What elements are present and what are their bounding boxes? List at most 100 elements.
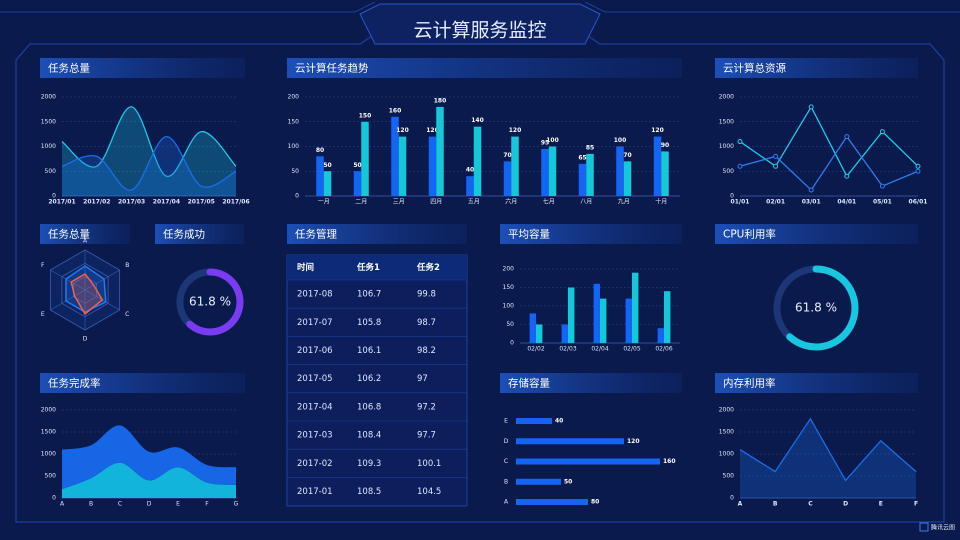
table-cell: 2017-08	[297, 290, 333, 300]
y-tick-label: 200	[288, 94, 300, 101]
y-tick-label: 50	[291, 168, 299, 175]
x-tick-label: 四月	[430, 199, 442, 206]
x-tick-label: 05/01	[873, 199, 892, 206]
point	[808, 104, 814, 110]
radar-label: F	[41, 262, 45, 269]
data-label: 100	[546, 137, 559, 144]
y-tick-label: 150	[503, 284, 515, 291]
y-tick-label: 1000	[719, 143, 734, 150]
gauge-value: 61.8 %	[189, 295, 231, 309]
y-tick-label: 0	[510, 340, 514, 347]
bar	[529, 313, 536, 343]
bar	[436, 106, 444, 196]
panel-title: 任务成功	[163, 228, 205, 241]
x-tick-label: 2017/05	[188, 199, 215, 206]
x-tick-label: 02/01	[766, 199, 785, 206]
x-tick-label: 2017/06	[222, 199, 249, 206]
data-label: 120	[627, 438, 640, 445]
panel-header	[715, 373, 918, 393]
outer-frame	[15, 33, 945, 523]
panel-header	[40, 224, 130, 244]
table-header-row	[287, 255, 467, 280]
radar-series	[65, 265, 107, 313]
bar	[398, 136, 407, 196]
table-cell: 99.8	[417, 290, 436, 300]
data-label: 150	[359, 112, 372, 119]
panel-title: 任务总量	[48, 62, 90, 75]
radar-series	[70, 273, 104, 316]
panel-header	[500, 373, 682, 393]
data-label: 140	[471, 117, 484, 124]
radar-axis	[50, 269, 86, 291]
data-label: 90	[661, 142, 669, 149]
table-cell: 2017-04	[297, 402, 333, 412]
bar	[316, 156, 324, 196]
x-tick-label: 04/01	[837, 199, 856, 206]
area-segment	[62, 425, 236, 490]
x-tick-label: 02/06	[655, 346, 672, 353]
panel-header	[715, 224, 918, 244]
panel-title: 内存利用率	[723, 377, 776, 390]
table-cell: 98.7	[417, 318, 436, 328]
bar	[473, 126, 482, 196]
bar	[561, 324, 568, 343]
table-cell: 2017-01	[297, 487, 333, 497]
x-tick-label: 十月	[655, 198, 667, 206]
x-tick-label: 九月	[618, 198, 630, 206]
point	[879, 129, 885, 135]
top-frame	[0, 1, 960, 13]
line	[739, 135, 919, 192]
point	[844, 173, 850, 179]
x-tick-label: A	[738, 501, 743, 508]
data-label: 120	[396, 127, 409, 134]
bar	[323, 171, 332, 196]
y-tick-label: 1500	[719, 429, 734, 436]
bar	[466, 176, 474, 196]
bar	[516, 438, 624, 445]
bar	[353, 171, 362, 196]
table-frame	[286, 254, 468, 507]
panel-header	[287, 224, 467, 244]
data-label: 85	[586, 144, 594, 151]
bar	[625, 298, 632, 343]
data-label: 160	[663, 458, 676, 465]
data-label: 120	[426, 127, 439, 134]
table-header-cell: 任务2	[416, 262, 440, 273]
y-tick-label: 500	[45, 473, 57, 480]
bar	[664, 291, 671, 343]
y-tick-label: 0	[52, 495, 56, 502]
table-cell: 106.1	[357, 346, 381, 356]
y-tick-label: 0	[730, 495, 734, 502]
x-tick-label: 02/02	[527, 346, 544, 353]
table-header-cell: 任务1	[356, 262, 380, 273]
x-tick-label: 2017/02	[83, 199, 110, 206]
data-label: 70	[503, 152, 511, 159]
x-tick-label: 2017/03	[118, 199, 145, 206]
table-cell: 2017-06	[297, 346, 333, 356]
y-tick-label: 1500	[41, 429, 56, 436]
y-tick-label: 0	[295, 193, 299, 200]
x-tick-label: 01/01	[731, 199, 750, 206]
y-tick-label: 2000	[719, 407, 734, 414]
y-tick-label: 1000	[719, 451, 734, 458]
bar	[536, 324, 543, 343]
x-tick-label: 一月	[318, 199, 330, 206]
title-badge	[359, 3, 601, 45]
line	[739, 417, 917, 482]
bar	[503, 161, 512, 196]
bar	[568, 287, 575, 343]
bar	[653, 136, 662, 196]
panel-header	[40, 58, 245, 78]
brand: 腾讯云图	[931, 524, 955, 532]
table-cell: 104.5	[417, 487, 441, 497]
point	[737, 139, 743, 145]
table-cell: 2017-02	[297, 459, 333, 469]
y-tick-label: 1500	[41, 118, 56, 125]
data-label: 40	[466, 167, 474, 174]
bar	[516, 418, 552, 424]
y-tick-label: 200	[503, 266, 515, 273]
x-tick-label: D	[147, 501, 152, 508]
x-tick-label: 2017/04	[153, 199, 180, 206]
area	[62, 136, 236, 196]
table-cell: 2017-03	[297, 431, 333, 441]
